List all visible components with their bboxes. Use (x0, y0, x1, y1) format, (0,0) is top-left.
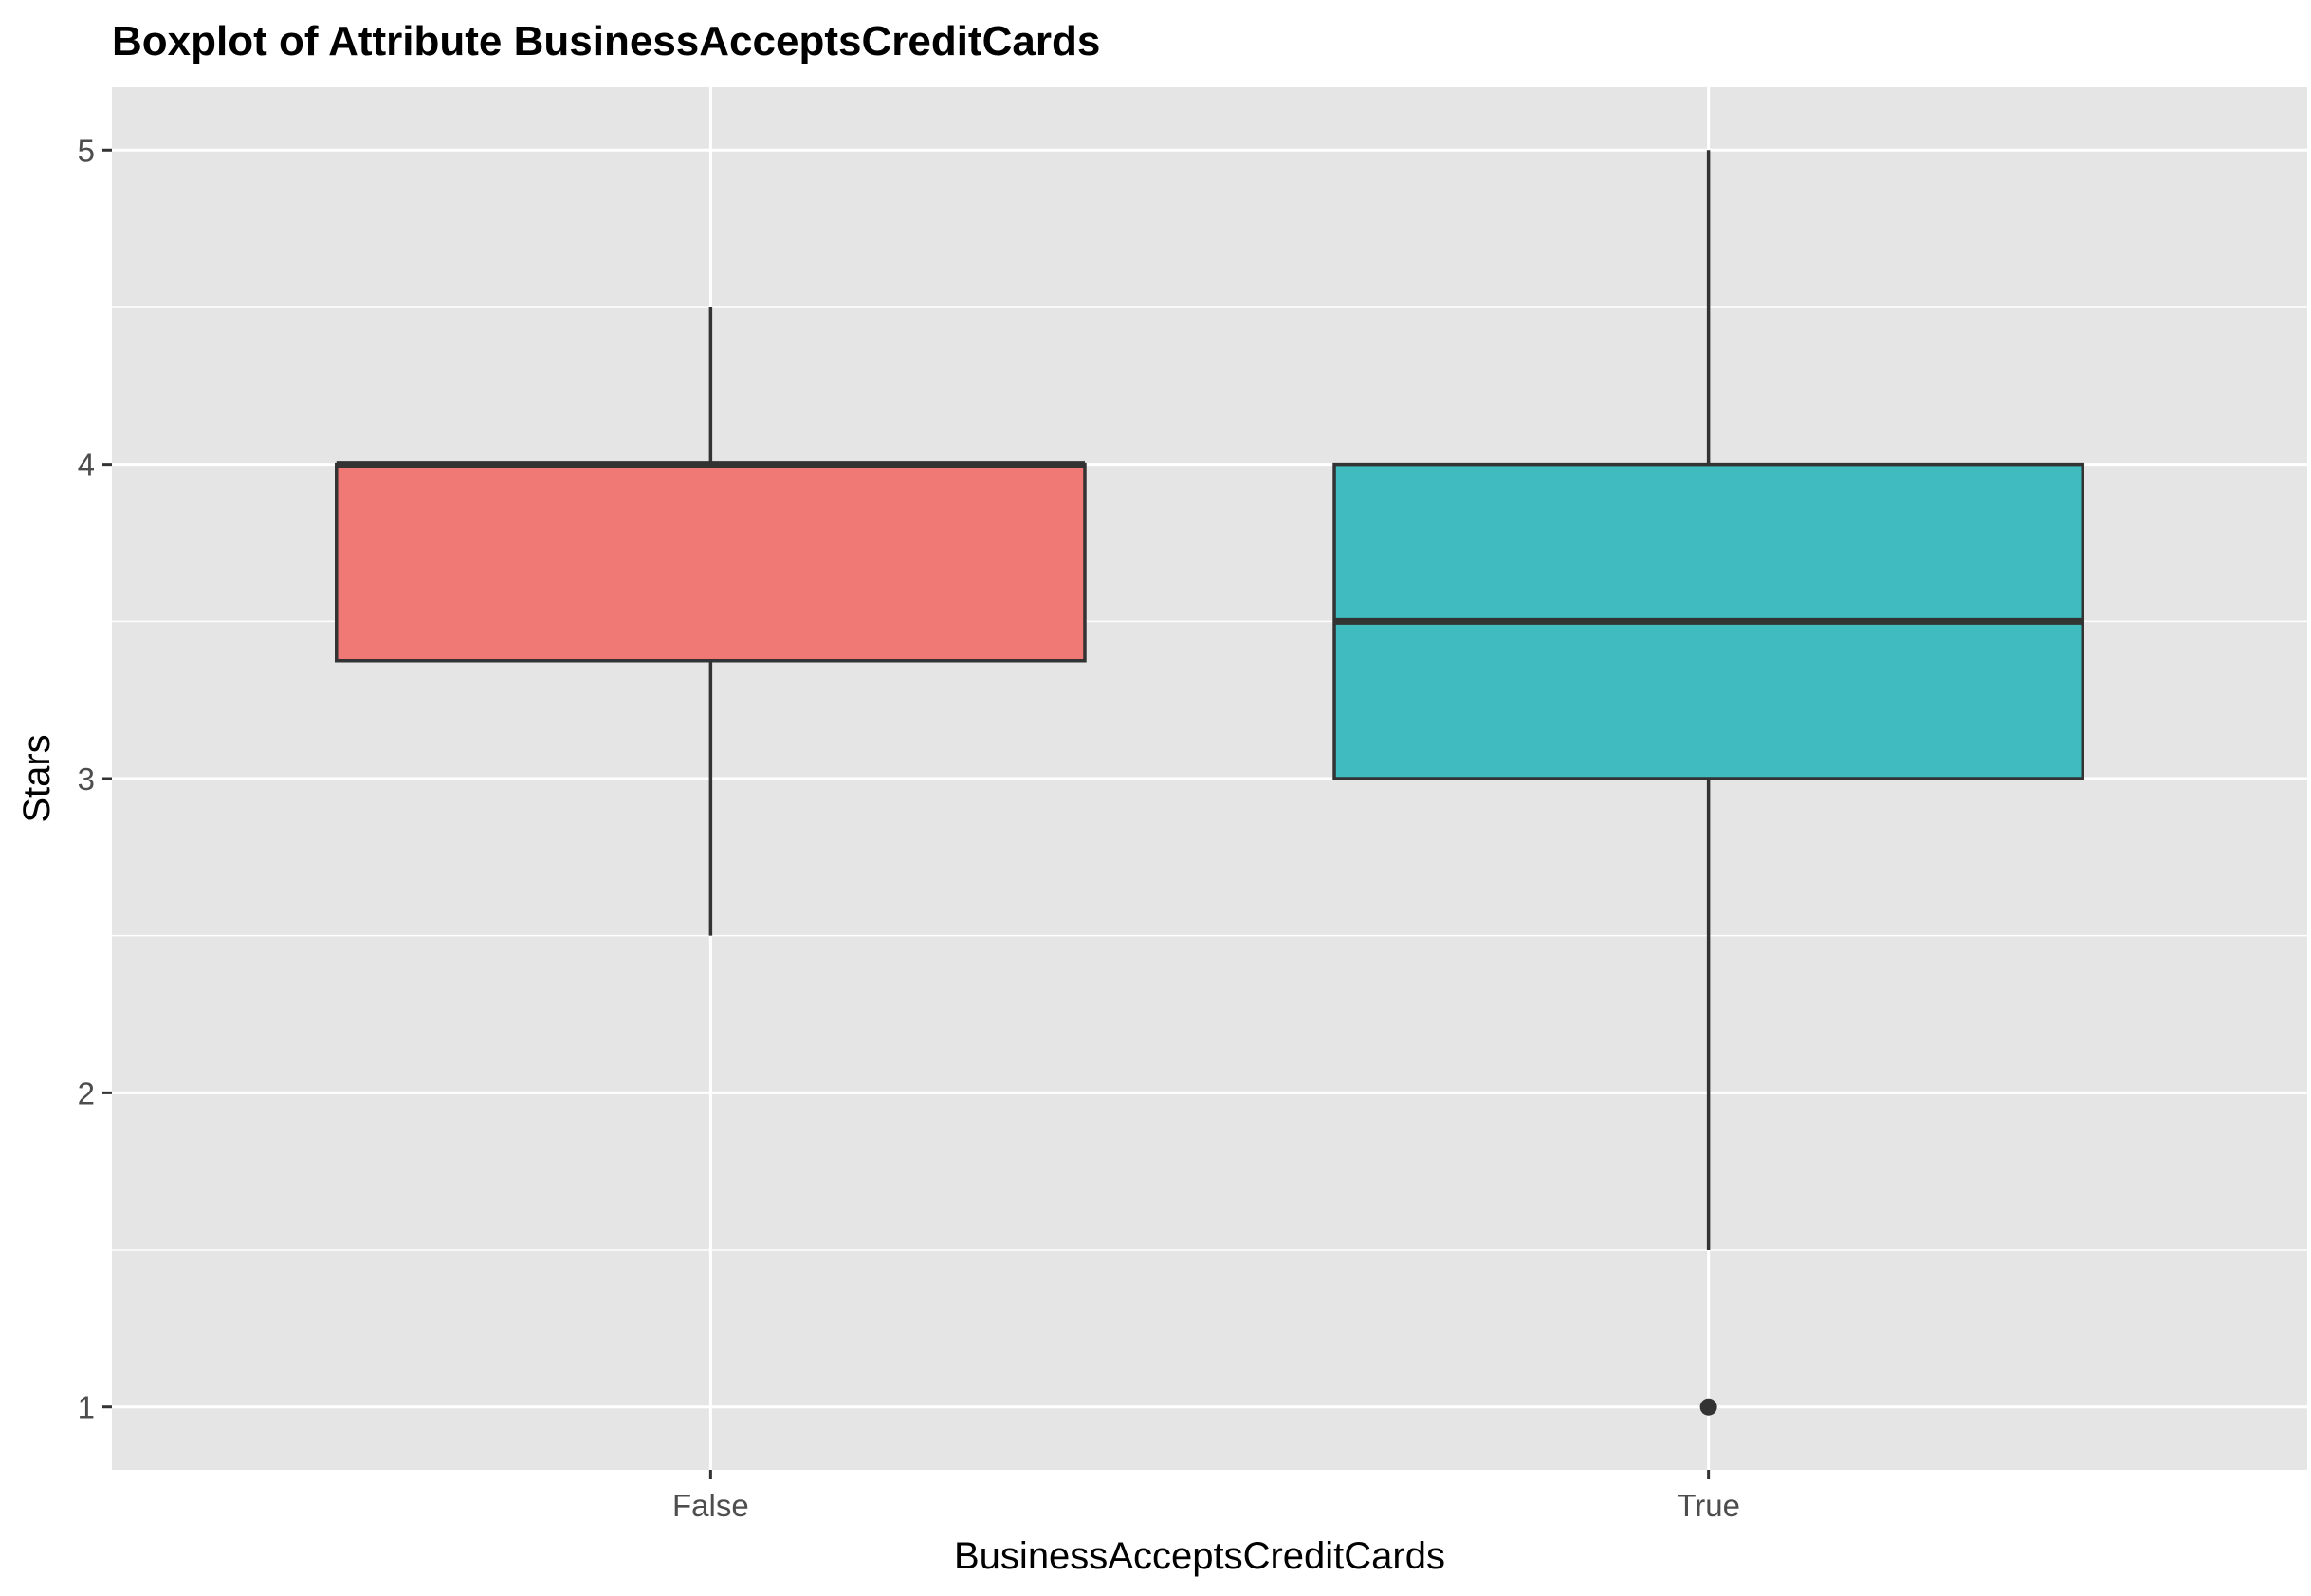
x-tick-label: False (672, 1488, 749, 1523)
box-true (1332, 150, 2084, 1416)
y-tick-label: 3 (78, 761, 95, 797)
y-tick-label: 2 (78, 1075, 95, 1110)
interquartile-box (335, 462, 1087, 663)
boxes (335, 150, 2084, 1416)
x-axis-title: BusinessAcceptsCreditCards (954, 1535, 1445, 1577)
x-axis: False True (672, 1470, 1740, 1523)
chart-title: Boxplot of Attribute BusinessAcceptsCred… (112, 18, 1100, 64)
y-tick-label: 4 (78, 448, 95, 483)
y-axis-title: Stars (16, 734, 58, 822)
outlier-point (1699, 1398, 1717, 1416)
y-tick-label: 5 (78, 133, 95, 168)
box-false (335, 306, 1087, 936)
y-axis: 1 2 3 4 5 (78, 133, 112, 1425)
y-tick-label: 1 (78, 1390, 95, 1425)
x-tick-label: True (1677, 1488, 1740, 1523)
